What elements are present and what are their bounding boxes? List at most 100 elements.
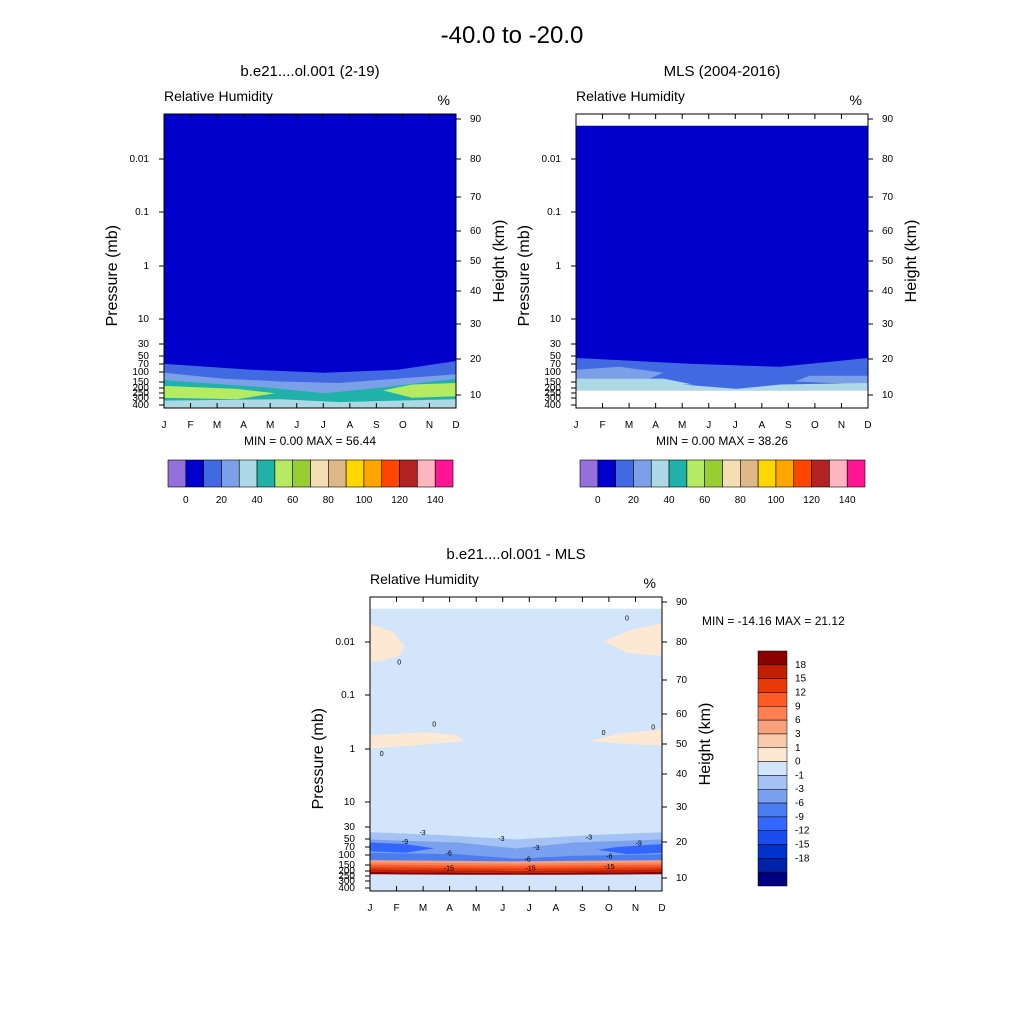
y-tick-label: 10: [344, 797, 356, 808]
colorbar-swatch: [363, 459, 383, 488]
units-label: %: [850, 92, 862, 108]
colorbar-swatch: [757, 871, 788, 887]
units-label: %: [438, 92, 450, 108]
colorbar-swatch: [615, 459, 634, 488]
contour-label: -6: [525, 857, 531, 864]
contour-label: -3: [586, 835, 592, 842]
x-tick-label: S: [785, 420, 792, 431]
panel-title: b.e21....ol.001 (2-19): [240, 63, 379, 80]
colorbar-tick-label: 100: [768, 495, 785, 506]
colorbar-swatch: [167, 459, 187, 488]
colorbar: 0 20 40 60 80 100 120 140: [579, 459, 866, 506]
y-tick-label: 10: [550, 314, 562, 325]
field-layers: [164, 114, 456, 408]
min-max-stats: MIN = 0.00 MAX = 38.26: [656, 434, 788, 448]
colorbar-tick-label: -1: [795, 770, 804, 781]
y-tick-label: 50: [138, 351, 150, 362]
diff-band-minus9-right: [597, 844, 662, 855]
colorbar-swatch: [757, 816, 788, 831]
colorbar-swatch: [399, 459, 418, 488]
y-tick-label: 250: [132, 388, 149, 399]
rh-band-60-left: [164, 385, 275, 400]
min-max-stats: MIN = 0.00 MAX = 56.44: [244, 434, 376, 448]
colorbar-swatch: [345, 459, 365, 488]
colorbar-swatch: [757, 664, 788, 679]
y-right-tick-label: 20: [676, 837, 688, 848]
x-tick-label: A: [552, 903, 559, 914]
colorbar-swatch: [185, 459, 204, 488]
x-tick-label: S: [579, 903, 586, 914]
field-layers: [576, 125, 868, 391]
y-right-tick-label: 60: [882, 226, 894, 237]
x-tick-label: A: [446, 903, 453, 914]
y-axis-title: Pressure (mb): [104, 225, 121, 326]
y-right-tick-label: 50: [676, 739, 688, 750]
contour-label: -3: [498, 836, 504, 843]
y-tick-label: 300: [132, 393, 149, 404]
y-tick-label: 300: [338, 876, 355, 887]
diff-band-0-topleft: [370, 623, 405, 662]
y-tick-label: 10: [138, 314, 150, 325]
variable-label: Relative Humidity: [576, 88, 685, 104]
colorbar-tick-label: 60: [287, 495, 299, 506]
diff-band-lower-base: [370, 874, 662, 891]
y-axis-right-title: Height (km): [697, 703, 714, 786]
x-tick-label: A: [758, 420, 765, 431]
colorbar-swatch: [757, 459, 777, 488]
contour-label: 0: [602, 730, 606, 737]
x-tick-label: M: [419, 903, 427, 914]
colorbar-tick-label: 120: [803, 495, 820, 506]
colorbar-swatch: [274, 459, 293, 488]
colorbar-tick-label: -12: [795, 826, 810, 837]
y-tick-label: 200: [132, 383, 149, 394]
y-tick-label: 100: [132, 367, 149, 378]
colorbar-swatch: [221, 459, 240, 488]
colorbar-swatch: [757, 747, 788, 762]
y-right-tick-label: 10: [676, 873, 688, 884]
contour-label: -9: [402, 839, 408, 846]
colorbar-swatch: [434, 459, 454, 488]
x-tick-label: M: [625, 420, 633, 431]
y-right-tick-label: 30: [470, 319, 482, 330]
contour-label: -15: [526, 865, 536, 872]
colorbar-swatch: [811, 459, 830, 488]
x-tick-label: O: [811, 420, 819, 431]
diff-stripe-2: [370, 862, 662, 866]
contour-label: -6: [606, 854, 612, 861]
min-max-stats: MIN = -14.16 MAX = 21.12: [702, 614, 845, 628]
rh-band-10: [164, 114, 456, 408]
y-tick-label: 30: [550, 339, 562, 350]
colorbar-tick-label: 60: [699, 495, 711, 506]
rh-band-30-right: [795, 375, 868, 385]
colorbar-tick-label: -18: [795, 853, 810, 864]
colorbar-swatch: [704, 459, 723, 488]
x-tick-label: J: [574, 420, 579, 431]
y-right-tick-label: 30: [882, 319, 894, 330]
colorbar-tick-label: 0: [795, 757, 801, 768]
colorbar-swatch: [650, 459, 670, 488]
y-tick-label: 30: [344, 822, 356, 833]
colorbar-tick-label: 80: [323, 495, 335, 506]
y-right-tick-label: 70: [470, 192, 482, 203]
y-tick-label: 0.1: [135, 207, 149, 218]
y-tick-label: 200: [544, 383, 561, 394]
x-tick-label: N: [632, 903, 639, 914]
panel-1: b.e21....ol.001 (2-19) Relative Humidity%…: [104, 63, 508, 506]
x-tick-label: D: [658, 903, 665, 914]
colorbar-swatch: [757, 706, 788, 721]
colorbar-swatch: [757, 692, 788, 707]
colorbar-tick-label: 100: [356, 495, 373, 506]
colorbar-swatch: [757, 678, 788, 693]
y-right-tick-label: 30: [676, 802, 688, 813]
y-right-tick-label: 80: [470, 154, 482, 165]
x-tick-label: S: [373, 420, 380, 431]
x-tick-label: M: [678, 420, 686, 431]
colorbar-swatch: [775, 459, 795, 488]
diff-stripe-3: [370, 864, 662, 869]
y-tick-label: 1: [349, 744, 355, 755]
colorbar-swatch: [757, 650, 788, 666]
colorbar-swatch: [846, 459, 866, 488]
y-right-tick-label: 20: [470, 354, 482, 365]
colorbar-tick-label: -15: [795, 840, 810, 851]
rh-band-10: [576, 125, 868, 391]
